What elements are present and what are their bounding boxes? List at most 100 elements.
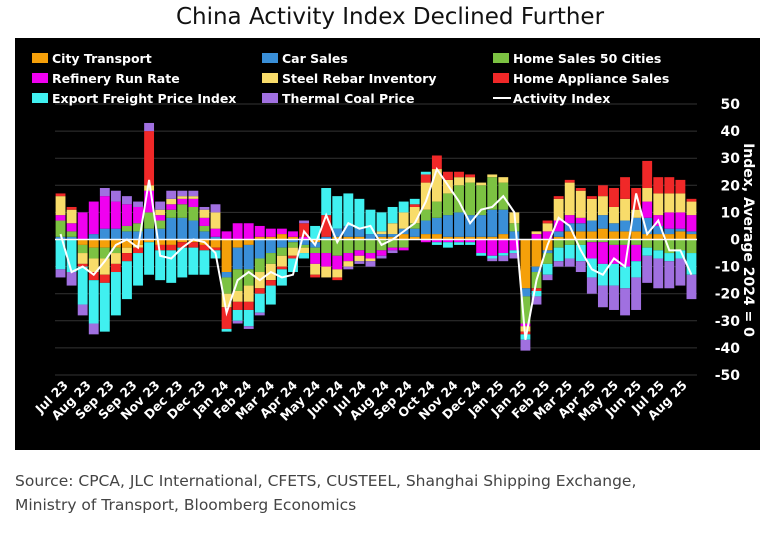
bar-segment-steel-rebar-inventory — [609, 206, 619, 224]
bar-segment-home-appliance-sales — [642, 160, 653, 189]
bar-segment-export-freight-price-index — [509, 250, 520, 254]
bar-segment-thermal-coal-price — [299, 220, 309, 224]
bar-segment-refinery-run-rate — [332, 255, 343, 270]
bar-segment-car-sales — [166, 217, 177, 240]
bar-segment-export-freight-price-index — [387, 206, 398, 224]
bar-segment-thermal-coal-price — [631, 277, 642, 310]
bar-segment-refinery-run-rate — [265, 228, 276, 237]
bar-segment-thermal-coal-price — [653, 258, 664, 289]
bar-segment-city-transport — [254, 236, 265, 240]
source-line-1: Source: CPCA, JLC International, CFETS, … — [15, 472, 637, 490]
bar-segment-export-freight-price-index — [575, 244, 586, 262]
bar-segment-home-sales-50-cities — [343, 239, 354, 254]
bar-segment-car-sales — [232, 247, 243, 270]
bar-segment-car-sales — [66, 236, 77, 240]
bar-segment-home-sales-50-cities — [365, 239, 376, 254]
bar-segment-export-freight-price-index — [653, 250, 664, 259]
bar-segment-car-sales — [454, 212, 464, 237]
bar-segment-export-freight-price-index — [631, 261, 642, 278]
bar-segment-export-freight-price-index — [642, 247, 653, 256]
bar-segment-city-transport — [564, 231, 575, 240]
bar-segment-refinery-run-rate — [232, 223, 243, 240]
bar-segment-thermal-coal-price — [376, 255, 387, 259]
bar-segment-home-sales-50-cities — [55, 220, 66, 237]
bar-segment-refinery-run-rate — [254, 225, 265, 237]
bar-segment-home-appliance-sales — [564, 179, 575, 183]
bar-segment-steel-rebar-inventory — [487, 174, 498, 178]
bar-segment-thermal-coal-price — [232, 320, 243, 324]
bar-segment-car-sales — [354, 228, 365, 237]
bar-segment-export-freight-price-index — [542, 263, 553, 275]
bar-segment-city-transport — [575, 231, 586, 240]
bar-segment-steel-rebar-inventory — [597, 196, 608, 216]
bar-segment-thermal-coal-price — [509, 253, 520, 259]
bar-segment-home-sales-50-cities — [177, 204, 188, 218]
bar-segment-refinery-run-rate — [288, 231, 298, 237]
bar-segment-city-transport — [520, 239, 531, 289]
bar-segment-refinery-run-rate — [609, 244, 619, 264]
bar-segment-home-appliance-sales — [188, 242, 199, 248]
bar-segment-steel-rebar-inventory — [398, 212, 409, 229]
bar-segment-thermal-coal-price — [686, 274, 697, 300]
bar-segment-thermal-coal-price — [254, 312, 265, 316]
bar-segment-home-appliance-sales — [265, 280, 276, 286]
legend-label: Export Freight Price Index — [52, 91, 236, 106]
bar-segment-thermal-coal-price — [243, 326, 254, 329]
bar-segment-car-sales — [465, 215, 476, 237]
bar-segment-city-transport — [110, 239, 121, 248]
bar-segment-steel-rebar-inventory — [144, 185, 155, 191]
bar-segment-city-transport — [498, 234, 509, 240]
bar-segment-steel-rebar-inventory — [631, 209, 642, 218]
bar-segment-refinery-run-rate — [177, 198, 188, 205]
bar-segment-export-freight-price-index — [398, 201, 409, 213]
bar-segment-export-freight-price-index — [365, 209, 376, 235]
bar-segment-export-freight-price-index — [664, 253, 675, 262]
bar-segment-refinery-run-rate — [88, 201, 99, 235]
bar-segment-city-transport — [465, 236, 476, 240]
bar-segment-export-freight-price-index — [553, 247, 564, 262]
legend-label: Steel Rebar Inventory — [282, 71, 437, 86]
bar-segment-home-appliance-sales — [420, 174, 431, 183]
bar-segment-city-transport — [531, 239, 542, 267]
bar-segment-city-transport — [620, 231, 630, 240]
bar-segment-steel-rebar-inventory — [55, 196, 66, 216]
bar-segment-city-transport — [664, 234, 675, 240]
bar-segment-thermal-coal-price — [77, 304, 88, 316]
bar-segment-refinery-run-rate — [531, 234, 542, 240]
bar-segment-refinery-run-rate — [122, 204, 132, 226]
bar-segment-home-sales-50-cities — [443, 193, 453, 216]
bar-segment-export-freight-price-index — [409, 198, 420, 205]
bar-segment-home-appliance-sales — [443, 171, 453, 180]
bar-segment-car-sales — [542, 250, 553, 254]
bar-segment-car-sales — [553, 231, 564, 237]
bar-segment-city-transport — [232, 239, 243, 248]
bar-segment-export-freight-price-index — [332, 196, 343, 229]
bar-segment-home-sales-50-cities — [155, 220, 166, 229]
bar-segment-export-freight-price-index — [343, 193, 354, 226]
bar-segment-car-sales — [631, 217, 642, 232]
bar-segment-home-appliance-sales — [133, 247, 143, 254]
bar-segment-thermal-coal-price — [110, 190, 121, 202]
bar-segment-steel-rebar-inventory — [531, 231, 542, 235]
bar-segment-car-sales — [498, 209, 509, 235]
bar-segment-car-sales — [620, 220, 630, 232]
y-tick-label: 0 — [730, 233, 740, 249]
bar-segment-refinery-run-rate — [166, 204, 177, 210]
bar-segment-refinery-run-rate — [675, 212, 686, 229]
bar-segment-refinery-run-rate — [454, 239, 464, 243]
bar-segment-steel-rebar-inventory — [675, 193, 686, 213]
bar-segment-car-sales — [122, 231, 132, 240]
bar-segment-export-freight-price-index — [133, 253, 143, 286]
bar-segment-home-sales-50-cities — [110, 247, 121, 254]
bar-segment-export-freight-price-index — [465, 242, 476, 245]
bar-segment-home-appliance-sales — [288, 255, 298, 259]
bar-segment-city-transport — [265, 236, 276, 240]
legend-label: Refinery Run Rate — [52, 71, 180, 86]
y-tick-label: -50 — [715, 368, 741, 384]
bar-segment-thermal-coal-price — [520, 339, 531, 351]
bar-segment-steel-rebar-inventory — [122, 247, 132, 254]
bar-segment-export-freight-price-index — [177, 247, 188, 278]
bar-segment-home-appliance-sales — [110, 263, 121, 273]
bar-segment-home-sales-50-cities — [487, 177, 498, 210]
bar-segment-home-appliance-sales — [232, 301, 243, 310]
